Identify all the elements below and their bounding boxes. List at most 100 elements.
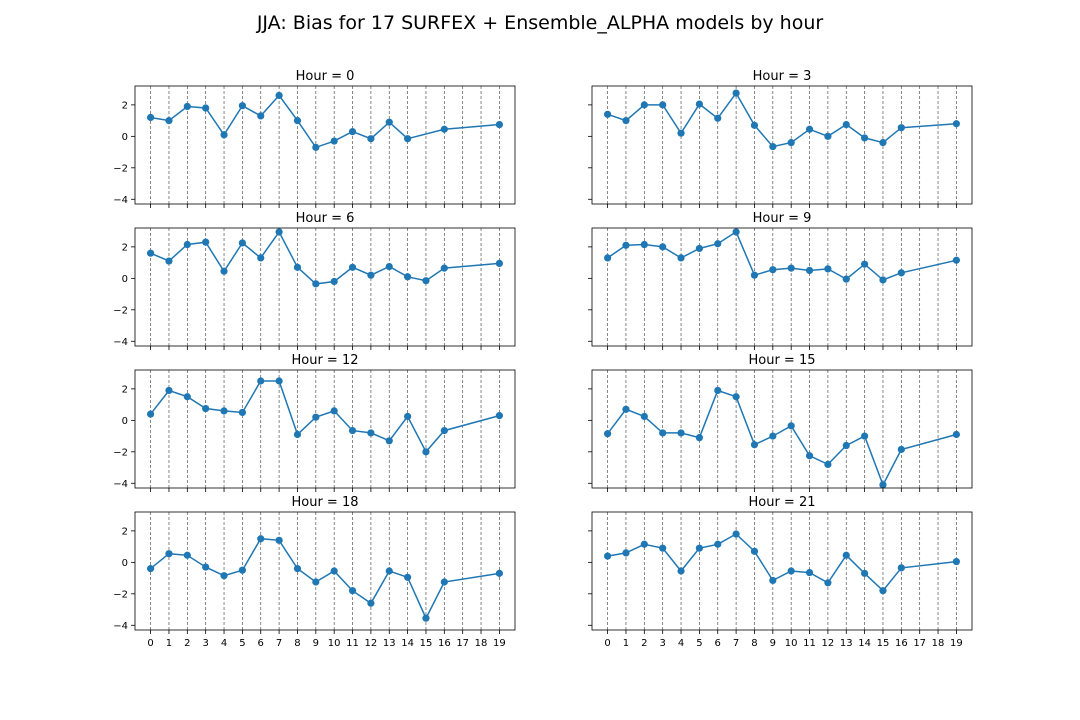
data-point [404,573,412,581]
data-point [861,432,869,440]
y-tick-label: 0 [122,274,128,285]
data-point [842,441,850,450]
subplot-3: Hour = 9 [588,211,973,350]
data-point [202,238,210,246]
x-tick-label: 1 [166,638,172,649]
data-point [312,578,320,586]
x-tick-label: 9 [770,638,776,649]
y-tick-label: −2 [113,305,128,316]
data-point [842,120,850,129]
data-point [220,267,228,275]
data-point [238,239,246,247]
data-point [787,567,795,575]
x-tick-label: 17 [456,638,469,649]
x-tick-label: 4 [678,638,684,649]
subplot-title: Hour = 18 [291,495,358,510]
data-point [640,240,648,249]
x-tick-label: 12 [365,638,378,649]
x-tick-label: 18 [932,638,945,649]
series-line [150,94,500,149]
subplot-title: Hour = 3 [753,69,812,84]
data-point [183,393,191,401]
y-tick-label: 0 [122,416,128,427]
data-point [202,404,210,413]
data-point [695,100,703,108]
data-point [495,120,503,129]
data-point [440,426,448,435]
data-point [677,129,685,137]
x-tick-label: 8 [294,638,300,649]
y-tick-label: −4 [113,337,128,348]
data-point [165,386,173,395]
x-tick-label: 1 [623,638,629,649]
data-point [147,113,155,122]
subplot-2: Hour = 6 −4 −2 0 2 [113,211,516,350]
data-point [769,576,777,585]
x-tick-label: 4 [221,638,227,649]
x-tick-label: 19 [950,638,963,649]
data-point [404,412,412,421]
y-tick-label: −4 [113,479,128,490]
subplot-title: Hour = 21 [748,495,815,510]
data-point [220,407,228,415]
x-tick-label: 6 [715,638,721,649]
data-point [312,413,320,421]
data-point [422,448,430,456]
x-tick-label: 15 [420,638,433,649]
x-tick-label: 7 [276,638,282,649]
x-tick-label: 8 [751,638,757,649]
data-point [677,429,685,437]
series-line [607,533,957,592]
axes-frame [591,511,973,631]
data-point [220,572,228,580]
series-line [150,537,500,620]
data-point [275,228,283,236]
subplot-1: Hour = 3 [588,69,973,208]
data-point [659,101,667,109]
data-point [367,429,375,437]
data-point [330,277,338,286]
y-tick-label: −4 [113,621,128,632]
data-point [183,102,191,111]
data-point [732,89,740,97]
data-point [952,256,960,264]
data-point [275,536,283,544]
data-point [695,434,703,442]
data-point [952,120,960,128]
data-point [622,405,630,413]
data-point [622,117,630,125]
y-tick-label: −2 [113,589,128,600]
data-point [330,567,338,575]
data-point [732,228,740,236]
data-point [824,265,832,273]
data-point [293,263,302,271]
x-tick-label: 10 [328,638,341,649]
data-point [659,429,667,437]
data-point [147,565,155,573]
x-tick-label: 11 [803,638,816,649]
data-point [842,551,850,559]
x-tick-label: 15 [877,638,890,649]
data-point [879,276,887,284]
x-tick-label: 2 [641,638,647,649]
y-tick-label: 0 [122,558,128,569]
data-point [622,241,630,249]
x-tick-label: 0 [604,638,610,649]
data-point [348,263,357,271]
data-point [604,552,612,560]
series-line [150,380,500,454]
data-point [293,430,302,439]
data-point [861,569,869,577]
y-tick-label: −4 [113,195,128,206]
x-tick-label: 5 [239,638,245,649]
data-point [622,549,630,557]
data-point [422,277,430,285]
x-tick-label: 6 [258,638,264,649]
axes-frame [134,85,516,205]
x-tick-label: 2 [184,638,190,649]
data-point [165,550,173,558]
data-point [659,243,667,251]
data-point [367,599,375,607]
